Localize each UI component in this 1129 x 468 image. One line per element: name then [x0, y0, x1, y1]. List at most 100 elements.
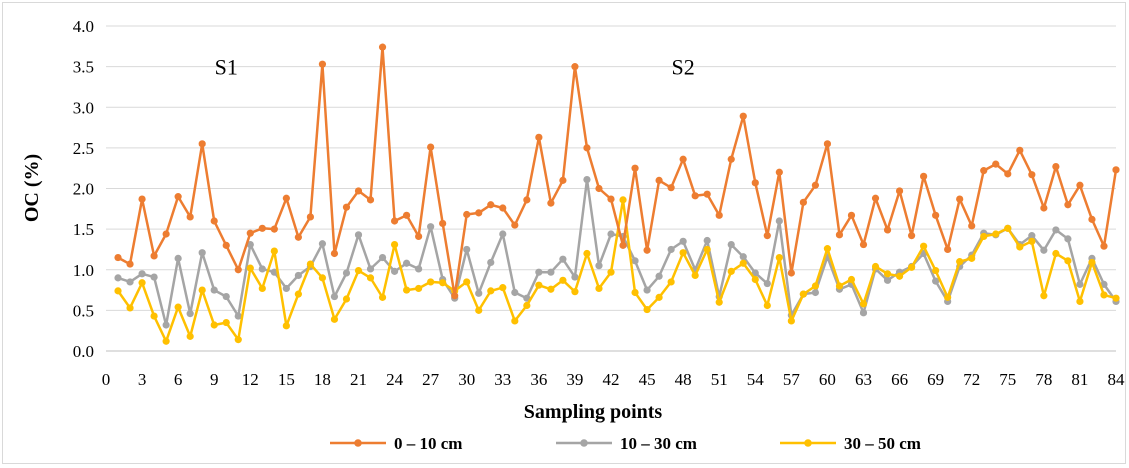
data-point — [559, 255, 567, 263]
y-tick-label: 3.5 — [73, 58, 94, 77]
data-point — [306, 260, 315, 268]
data-point — [198, 140, 206, 148]
data-point — [1064, 201, 1072, 209]
data-point — [258, 265, 266, 273]
data-point — [234, 312, 242, 320]
data-point — [330, 292, 339, 301]
data-point — [270, 225, 278, 233]
data-point — [643, 286, 651, 294]
data-point — [150, 252, 158, 260]
data-point — [619, 196, 627, 204]
x-tick-label: 75 — [999, 370, 1016, 389]
data-point — [475, 306, 483, 314]
data-point — [294, 233, 302, 241]
data-point — [583, 175, 591, 184]
x-tick-label: 33 — [494, 370, 511, 389]
data-point — [956, 195, 964, 203]
legend-marker — [354, 439, 362, 447]
data-point — [739, 259, 747, 267]
x-tick-label: 66 — [891, 370, 908, 389]
data-point — [475, 209, 483, 217]
data-point — [763, 232, 771, 240]
data-point — [150, 273, 158, 281]
data-point — [1016, 243, 1024, 251]
data-point — [366, 265, 375, 273]
annotations: S1 S2 — [215, 55, 695, 80]
data-point — [643, 246, 651, 254]
region-annotation: S1 — [215, 55, 238, 80]
data-point — [655, 293, 663, 301]
data-point — [138, 195, 146, 203]
data-point — [944, 293, 952, 301]
data-point — [968, 222, 976, 230]
x-tick-label: 48 — [675, 370, 692, 389]
data-point — [1112, 166, 1120, 174]
data-point — [234, 266, 242, 274]
x-tick-label: 69 — [927, 370, 944, 389]
data-point — [390, 217, 399, 225]
series-lines — [114, 43, 1120, 345]
data-point — [222, 318, 230, 327]
axes: 0.00.51.01.52.02.53.03.54.00 3 6 9 12 15 18 21 2… — [73, 17, 1125, 389]
data-point — [811, 282, 820, 290]
data-point — [246, 240, 254, 249]
data-point — [415, 232, 423, 241]
data-point — [907, 263, 916, 271]
data-point — [559, 276, 567, 284]
data-point — [643, 305, 651, 314]
legend-item: 30 – 50 cm — [780, 434, 921, 453]
data-point — [751, 275, 759, 284]
data-point — [114, 253, 122, 262]
data-point — [1028, 171, 1036, 179]
data-point — [667, 245, 675, 254]
data-point — [547, 199, 555, 207]
data-point — [559, 176, 567, 184]
data-point — [847, 211, 856, 219]
y-tick-label: 2.5 — [73, 139, 94, 158]
data-point — [763, 279, 771, 288]
data-point — [174, 254, 182, 262]
data-point — [667, 184, 675, 192]
data-point — [835, 231, 844, 239]
data-point — [270, 268, 278, 276]
data-point — [727, 267, 735, 275]
data-point — [883, 226, 892, 234]
data-point — [186, 213, 194, 221]
data-point — [210, 321, 218, 329]
data-point — [547, 285, 555, 293]
data-point — [499, 230, 507, 238]
data-point — [282, 284, 290, 293]
data-point — [402, 211, 411, 219]
x-tick-label: 30 — [458, 370, 475, 389]
data-point — [775, 217, 783, 225]
data-point — [727, 240, 735, 249]
data-point — [980, 232, 988, 241]
legend: 0 – 10 cm 10 – 30 cm 30 – 50 cm — [330, 434, 921, 453]
x-tick-label: 27 — [422, 370, 440, 389]
data-point — [980, 167, 988, 175]
data-point — [126, 278, 134, 286]
data-point — [715, 211, 723, 219]
x-tick-label: 81 — [1071, 370, 1088, 389]
data-point — [114, 287, 122, 295]
data-point — [1076, 297, 1084, 306]
data-point — [499, 284, 507, 292]
data-point — [114, 274, 122, 282]
x-axis-title: Sampling points — [524, 401, 663, 423]
data-point — [294, 271, 302, 280]
x-tick-label: 24 — [386, 370, 404, 389]
data-point — [547, 268, 555, 276]
x-tick-label: 84 — [1108, 370, 1126, 389]
data-point — [475, 289, 483, 297]
data-point — [703, 245, 711, 254]
data-point — [511, 221, 519, 229]
data-point — [126, 304, 134, 312]
data-point — [787, 317, 795, 325]
data-point — [619, 241, 627, 249]
x-tick-label: 78 — [1035, 370, 1052, 389]
data-point — [1052, 162, 1060, 171]
data-point — [427, 278, 435, 286]
data-point — [583, 144, 591, 152]
data-point — [992, 230, 1000, 238]
